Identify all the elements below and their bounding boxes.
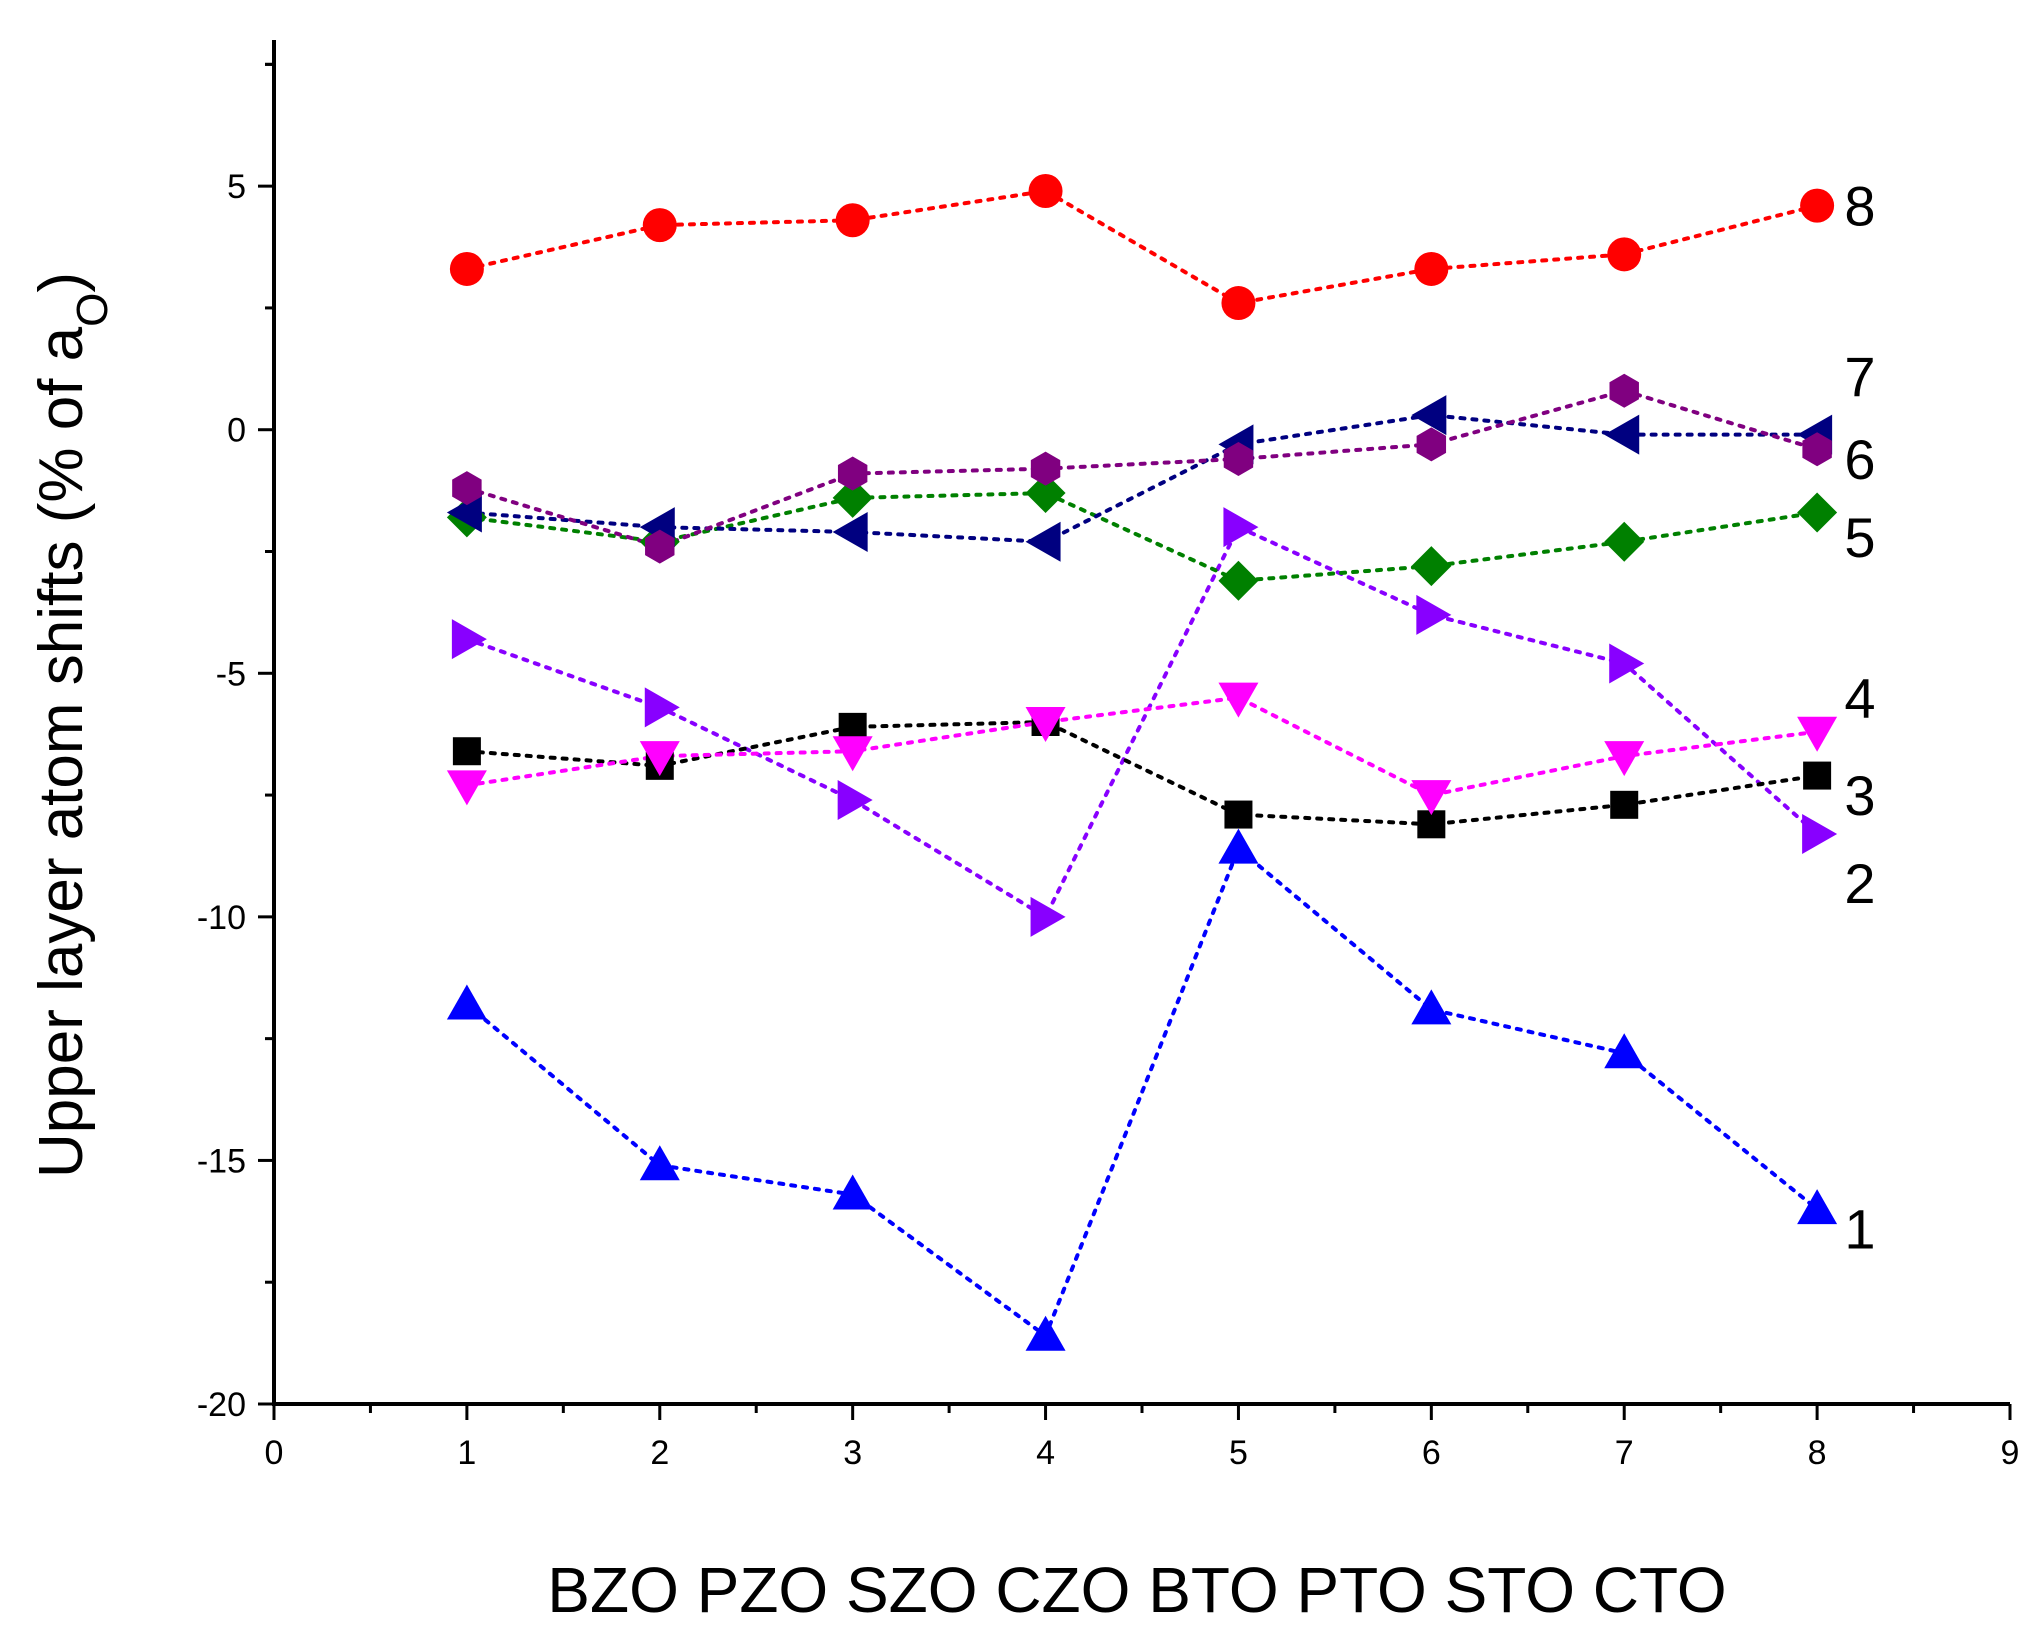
data-point-series-2	[451, 619, 487, 660]
data-point-series-3	[1610, 790, 1639, 819]
data-point-series-2	[837, 779, 873, 820]
series-line-5	[464, 491, 1820, 583]
series-line-8	[464, 188, 1820, 306]
data-point-series-8	[835, 203, 870, 238]
y-tick-label: 5	[227, 168, 246, 206]
y-tick-label: -20	[197, 1386, 246, 1424]
series-label-1: 1	[1844, 1198, 1875, 1261]
data-point-series-8	[1221, 286, 1256, 321]
data-point-series-1	[446, 984, 487, 1020]
data-point-series-1	[1797, 1189, 1838, 1225]
x-tick-label: 0	[265, 1434, 284, 1472]
series-line-7	[464, 388, 1820, 549]
data-point-series-2	[1223, 507, 1259, 548]
data-point-series-2	[644, 687, 680, 728]
data-point-series-3	[838, 712, 867, 741]
data-point-series-1	[1411, 989, 1452, 1025]
data-point-series-1	[639, 1145, 680, 1181]
x-tick-label: 9	[2001, 1434, 2020, 1472]
data-point-series-8	[642, 208, 677, 243]
data-point-series-1	[1025, 1315, 1066, 1351]
data-point-series-4	[1411, 780, 1452, 816]
data-point-series-7	[1416, 427, 1447, 462]
series-label-3: 3	[1844, 764, 1875, 827]
x-tick-label: 8	[1808, 1434, 1827, 1472]
data-point-series-2	[1030, 896, 1066, 937]
y-axis-title-close: )	[27, 272, 96, 293]
series-lines	[464, 188, 1820, 1339]
y-axis-title-subscript: O	[68, 293, 117, 327]
series-line-1	[464, 845, 1820, 1339]
series-label-7: 7	[1844, 345, 1875, 408]
data-point-series-4	[1025, 707, 1066, 742]
data-point-series-7	[1223, 441, 1254, 476]
data-point-series-5	[1411, 546, 1452, 587]
data-point-series-5	[832, 477, 873, 518]
data-point-series-5	[1604, 521, 1645, 562]
series-line-6	[464, 413, 1820, 544]
data-point-series-4	[1797, 716, 1838, 752]
x-axis-title: BZO PZO SZO CZO BTO PTO STO CTO	[547, 1554, 1726, 1626]
data-point-series-5	[1797, 492, 1838, 533]
series-line-3	[464, 719, 1820, 827]
series-label-2: 2	[1844, 852, 1875, 915]
series-line-2	[464, 524, 1820, 920]
x-tick-label: 7	[1615, 1434, 1634, 1472]
y-tick-label: 0	[227, 412, 246, 450]
series-label-4: 4	[1844, 667, 1875, 730]
data-point-series-4	[1218, 682, 1259, 718]
x-tick-label: 5	[1229, 1434, 1248, 1472]
data-point-series-1	[832, 1174, 873, 1210]
data-point-series-6	[1411, 395, 1447, 436]
data-point-series-3	[1803, 761, 1832, 790]
data-point-series-4	[832, 736, 873, 772]
data-point-series-4	[1604, 741, 1645, 777]
data-point-series-7	[837, 456, 868, 491]
data-point-series-7	[1609, 373, 1639, 408]
data-point-series-6	[1604, 414, 1640, 455]
data-point-series-5	[1218, 560, 1259, 601]
x-tick-label: 4	[1036, 1434, 1055, 1472]
data-point-series-8	[1800, 188, 1835, 223]
data-point-series-6	[446, 492, 482, 533]
y-tick-label: -5	[216, 655, 246, 693]
series-label-6: 6	[1844, 428, 1875, 491]
x-tick-label: 3	[843, 1434, 862, 1472]
y-tick-label: -10	[197, 899, 246, 937]
data-point-series-6	[832, 512, 868, 553]
tick-marks	[258, 62, 2012, 1420]
x-tick-label: 2	[650, 1434, 669, 1472]
y-tick-label: -15	[197, 1142, 246, 1180]
data-point-series-7	[1030, 451, 1061, 486]
data-point-series-2	[1802, 814, 1838, 855]
series-labels: 8 7 6 5 4 3 2 1	[1844, 175, 1875, 1261]
data-point-series-2	[1609, 643, 1645, 684]
data-point-series-8	[449, 251, 484, 286]
data-point-series-2	[1416, 594, 1452, 635]
data-point-series-3	[452, 737, 481, 766]
y-axis-title: Upper layer atom shifts (% of aO)	[27, 272, 117, 1178]
data-point-series-8	[1607, 237, 1642, 272]
y-axis-title-main: Upper layer atom shifts (% of a	[27, 326, 96, 1178]
data-point-series-4	[639, 741, 680, 777]
series-line-4	[464, 695, 1820, 798]
data-point-series-4	[446, 770, 487, 806]
data-point-series-6	[1025, 521, 1061, 562]
series-markers	[446, 174, 1838, 1351]
data-point-series-7	[1802, 432, 1832, 467]
series-label-8: 8	[1844, 175, 1875, 238]
data-point-series-8	[1414, 251, 1449, 286]
data-point-series-8	[1028, 174, 1063, 209]
tick-labels: 0 1 2 3 4 5 6 7 8 9 5 0 -5 -10 -15 -20	[197, 168, 2020, 1472]
data-point-series-1	[1604, 1033, 1645, 1069]
data-point-series-7	[645, 529, 675, 564]
x-tick-label: 6	[1422, 1434, 1441, 1472]
data-point-series-7	[452, 471, 482, 506]
data-point-series-5	[1025, 473, 1066, 514]
series-label-5: 5	[1844, 506, 1875, 569]
x-tick-label: 1	[457, 1434, 476, 1472]
data-point-series-1	[1218, 828, 1259, 864]
data-point-series-3	[1224, 800, 1253, 829]
